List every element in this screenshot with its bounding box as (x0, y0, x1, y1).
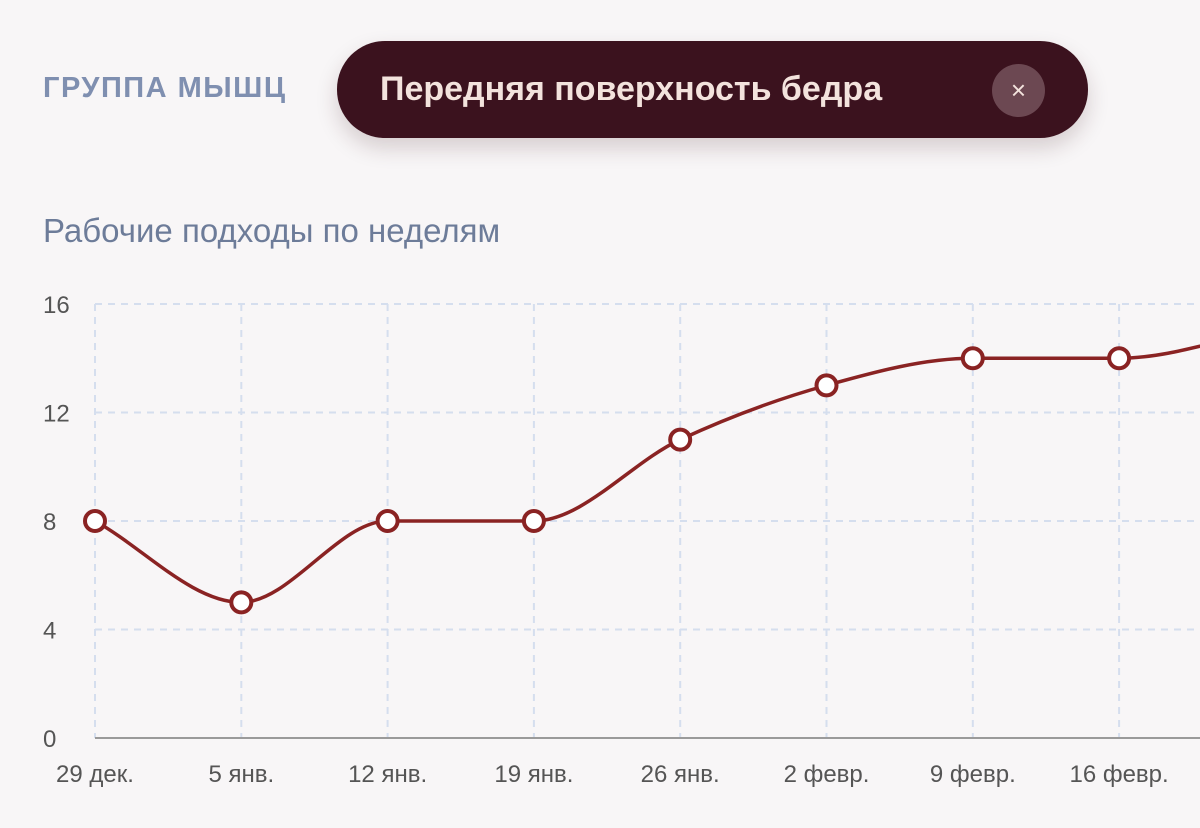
series-line (94, 344, 1200, 605)
muscle-group-label: ГРУППА МЫШЦ (43, 72, 287, 104)
close-icon[interactable]: × (992, 64, 1045, 117)
x-tick-label: 12 янв. (348, 761, 427, 788)
muscle-group-chip[interactable]: Передняя поверхность бедра × (337, 41, 1088, 138)
x-tick-label: 16 февр. (1069, 761, 1168, 788)
data-point (229, 590, 254, 615)
data-point (814, 373, 839, 398)
x-tick-label: 9 февр. (930, 761, 1016, 788)
y-tick-label: 16 (43, 292, 70, 319)
data-point (1107, 346, 1132, 371)
x-tick-label: 29 дек. (56, 761, 134, 788)
data-point (668, 427, 693, 452)
y-tick-label: 4 (43, 618, 56, 645)
data-point (521, 509, 546, 533)
x-tick-label: 5 янв. (208, 761, 274, 788)
x-tick-label: 2 февр. (784, 761, 870, 788)
x-tick-label: 26 янв. (641, 761, 720, 788)
data-point (960, 346, 985, 371)
y-tick-label: 0 (43, 726, 56, 753)
y-tick-label: 12 (43, 401, 70, 428)
data-point (375, 509, 400, 533)
x-tick-label: 19 янв. (494, 761, 573, 788)
y-tick-label: 8 (43, 509, 56, 536)
muscle-group-chip-label: Передняя поверхность бедра (380, 70, 883, 108)
chart-title: Рабочие подходы по неделям (43, 212, 501, 249)
data-point (83, 509, 107, 533)
